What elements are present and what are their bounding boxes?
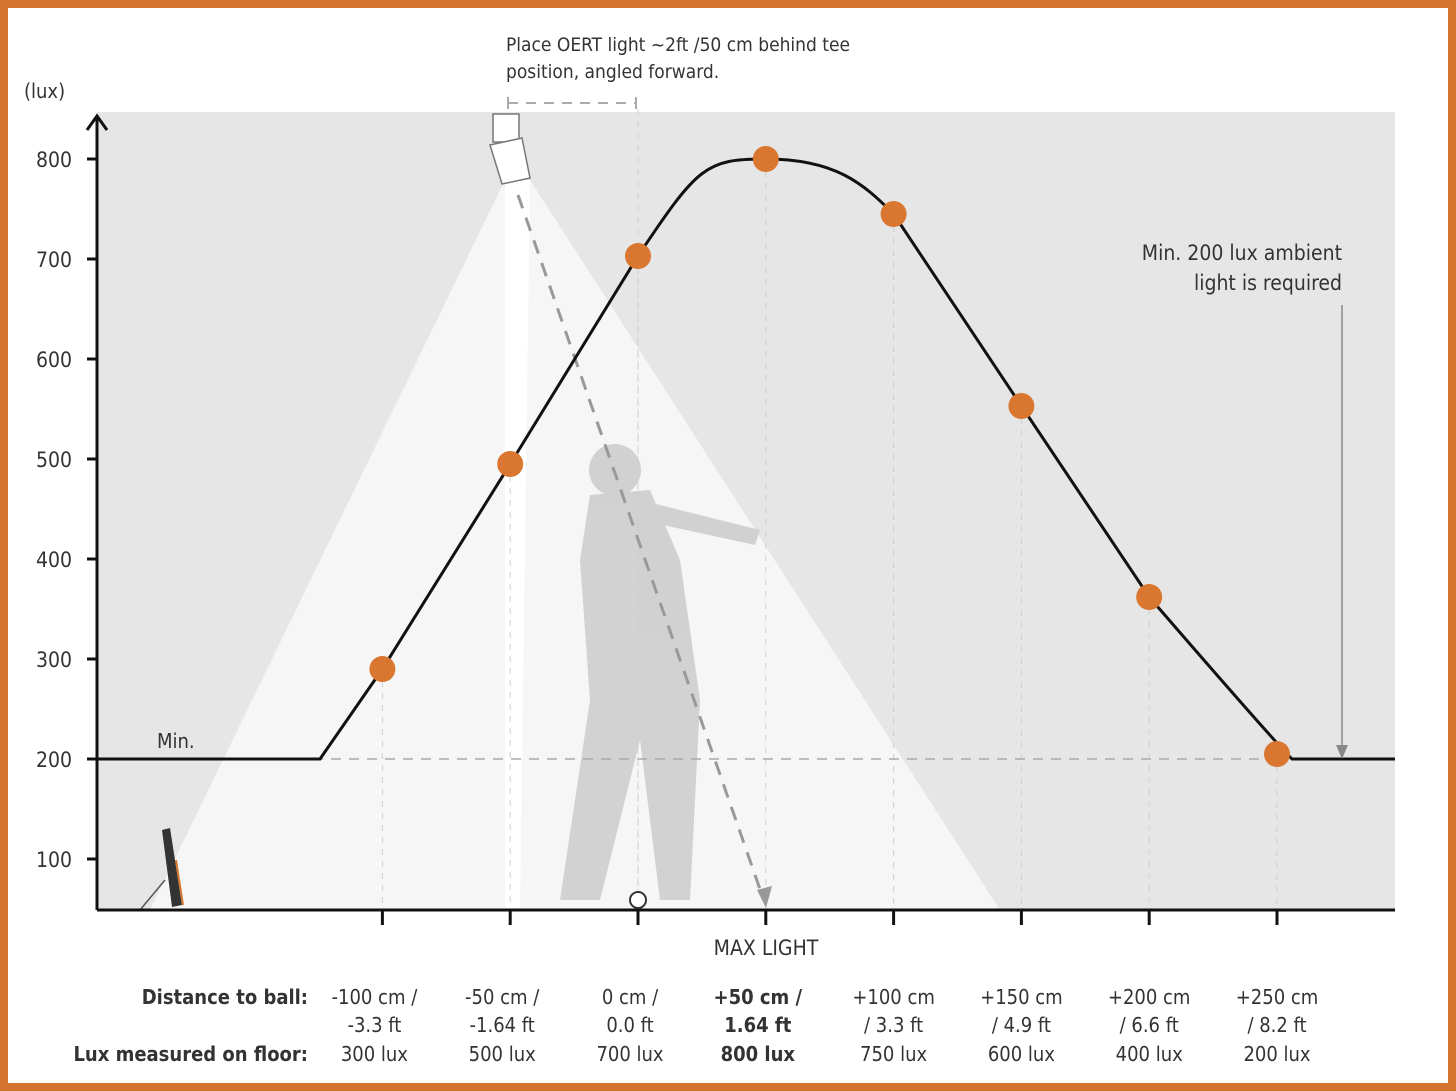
distance-ft: 1.64 ft bbox=[724, 1013, 791, 1037]
y-tick-label: 200 bbox=[36, 748, 72, 772]
lux-value: 750 lux bbox=[860, 1042, 927, 1066]
lux-value: 500 lux bbox=[469, 1042, 536, 1066]
min-label: Min. bbox=[157, 729, 195, 753]
distance-cm: +50 cm / bbox=[713, 985, 802, 1009]
golfer-silhouette bbox=[560, 444, 760, 900]
distance-ft: -3.3 ft bbox=[347, 1013, 401, 1037]
y-tick-label: 500 bbox=[36, 448, 72, 472]
placement-note-2: position, angled forward. bbox=[506, 61, 719, 83]
lux-value: 800 lux bbox=[721, 1042, 796, 1066]
lux-value: 700 lux bbox=[596, 1042, 663, 1066]
y-tick-label: 700 bbox=[36, 248, 72, 272]
data-point bbox=[369, 656, 396, 682]
lux-value: 200 lux bbox=[1243, 1042, 1310, 1066]
distance-cm: -50 cm / bbox=[465, 985, 540, 1009]
ambient-note-1: Min. 200 lux ambient bbox=[1142, 241, 1342, 265]
light-beam bbox=[150, 180, 1000, 910]
ambient-note-2: light is required bbox=[1194, 271, 1342, 295]
distance-ft: / 6.6 ft bbox=[1120, 1013, 1179, 1037]
y-tick-label: 300 bbox=[36, 648, 72, 672]
distance-cm: +150 cm bbox=[980, 985, 1063, 1009]
distance-cm: -100 cm / bbox=[332, 985, 419, 1009]
max-light-label: MAX LIGHT bbox=[714, 936, 819, 960]
aim-arrow bbox=[516, 194, 764, 896]
distance-ft: / 8.2 ft bbox=[1247, 1013, 1306, 1037]
y-axis-label: (lux) bbox=[24, 79, 65, 103]
data-point bbox=[497, 451, 524, 477]
light-beam-core bbox=[505, 180, 530, 910]
distance-ft: -1.64 ft bbox=[470, 1013, 535, 1037]
launch-monitor-icon bbox=[139, 828, 184, 911]
distance-ft: 0.0 ft bbox=[606, 1013, 653, 1037]
placement-note-1: Place OERT light ~2ft /50 cm behind tee bbox=[506, 34, 850, 56]
lux-value: 400 lux bbox=[1116, 1042, 1183, 1066]
placement-bracket bbox=[507, 97, 639, 910]
data-point bbox=[1264, 741, 1290, 767]
lux-value: 600 lux bbox=[988, 1042, 1055, 1066]
y-tick-label: 800 bbox=[36, 148, 72, 172]
distance-cm: +200 cm bbox=[1108, 985, 1191, 1009]
distance-ft: / 4.9 ft bbox=[992, 1013, 1051, 1037]
distance-header: Distance to ball: bbox=[142, 985, 308, 1009]
lux-value: 300 lux bbox=[341, 1042, 408, 1066]
data-point bbox=[752, 146, 779, 172]
lux-curve bbox=[97, 157, 1395, 761]
distance-cm: +100 cm bbox=[852, 985, 935, 1009]
ambient-arrowhead bbox=[1336, 745, 1348, 759]
distance-cm: 0 cm / bbox=[602, 985, 659, 1009]
golf-ball-icon bbox=[629, 891, 647, 909]
lux-header: Lux measured on floor: bbox=[73, 1042, 308, 1066]
aim-arrowhead bbox=[757, 886, 772, 908]
y-tick-label: 100 bbox=[36, 848, 72, 872]
distance-ft: / 3.3 ft bbox=[864, 1013, 923, 1037]
oert-light-icon bbox=[489, 113, 531, 185]
data-point bbox=[1008, 393, 1035, 419]
y-tick-label: 600 bbox=[36, 348, 72, 372]
y-tick-label: 400 bbox=[36, 548, 72, 572]
data-point bbox=[880, 201, 907, 227]
distance-cm: +250 cm bbox=[1236, 985, 1319, 1009]
data-point bbox=[625, 243, 651, 269]
data-point bbox=[1136, 584, 1163, 610]
y-axis-arrow bbox=[85, 113, 109, 131]
